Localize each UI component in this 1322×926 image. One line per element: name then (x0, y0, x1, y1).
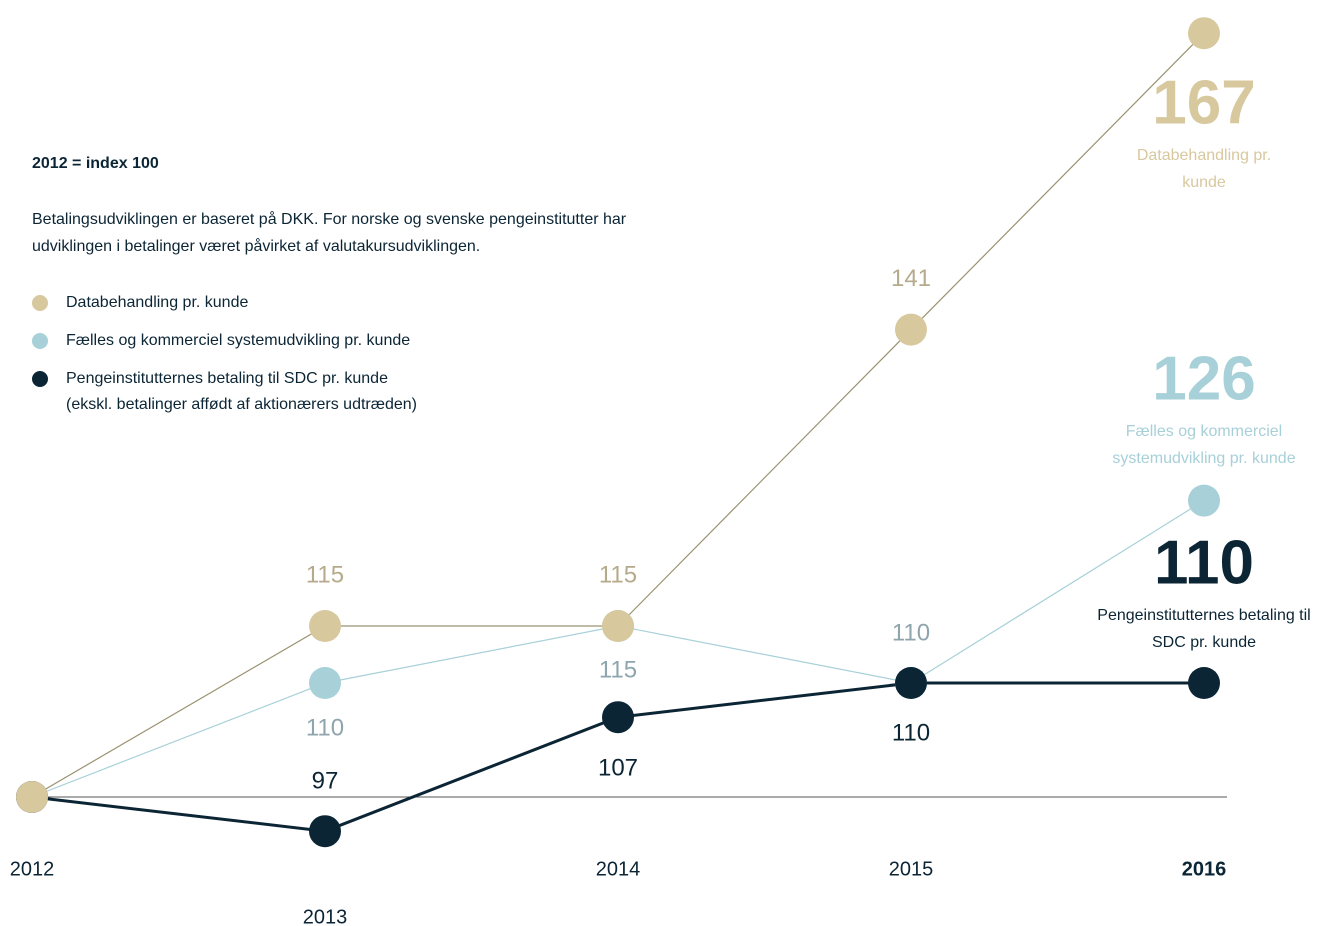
x-tick-label: 2015 (889, 858, 934, 880)
end-value: 110 (1154, 528, 1254, 597)
end-value: 126 (1152, 344, 1255, 413)
legend-swatch (32, 333, 48, 349)
point (1188, 17, 1220, 50)
point (1188, 484, 1220, 517)
legend-swatch (32, 371, 48, 387)
data-label: 110 (892, 719, 930, 746)
legend-label: Pengeinstitutternes betaling til SDC pr.… (66, 370, 388, 387)
subtitle: 2012 = index 100 (32, 155, 159, 172)
legend-label: Databehandling pr. kunde (66, 294, 249, 311)
end-value: 167 (1152, 68, 1255, 137)
point (895, 313, 927, 346)
point (602, 701, 634, 734)
x-tick-label: 2014 (596, 858, 641, 880)
data-label: 115 (599, 561, 637, 588)
point (16, 781, 48, 813)
end-series-name: Databehandling pr. kunde (1136, 147, 1272, 191)
data-label: 97 (312, 768, 339, 795)
point (602, 610, 634, 642)
data-label: 110 (306, 714, 344, 741)
legend-swatch (32, 295, 48, 311)
legend-label: Fælles og kommerciel systemudvikling pr.… (66, 332, 411, 349)
point (895, 667, 927, 699)
point (1188, 667, 1220, 699)
point (309, 667, 341, 699)
data-label: 107 (598, 755, 638, 782)
series-line (31, 500, 1205, 798)
end-series-name: Fælles og kommerciel systemudvikling pr.… (1112, 423, 1296, 467)
data-label: 110 (892, 619, 930, 646)
point (309, 815, 341, 848)
note: Betalingsudviklingen er baseret på DKK. … (32, 211, 627, 255)
data-label: 141 (891, 265, 931, 292)
legend-note: (ekskl. betalinger affødt af aktionærers… (66, 396, 417, 413)
x-tick-label: 2013 (303, 906, 348, 926)
end-series-name: Pengeinstitutternes betaling til SDC pr.… (1097, 607, 1311, 651)
data-label: 115 (306, 561, 344, 588)
x-tick-label: 2012 (10, 858, 55, 880)
data-label: 115 (599, 656, 637, 683)
point (309, 610, 341, 642)
x-tick-label: 2016 (1182, 858, 1227, 880)
